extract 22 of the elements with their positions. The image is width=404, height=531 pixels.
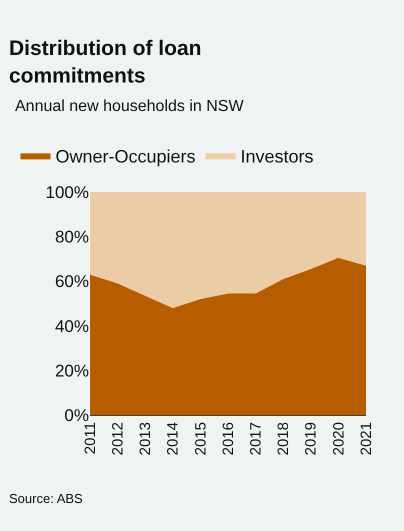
y-tick-label: 80% (54, 228, 89, 247)
x-tick-label: 2020 (330, 422, 348, 456)
x-tick-label: 2017 (247, 422, 264, 456)
y-tick-label: 60% (54, 272, 89, 292)
chart-title: Distribution of loan commitments (9, 37, 202, 88)
y-tick-label: 20% (54, 361, 89, 380)
x-tick-label: 2011 (82, 422, 99, 454)
source-note: Source: ABS (9, 491, 84, 506)
chart-subtitle: Annual new households in NSW (15, 98, 244, 115)
x-tick-label: 2018 (275, 422, 292, 456)
legend-label: Owner-Occupiers (55, 146, 196, 166)
x-tick-label: 2013 (137, 422, 154, 456)
y-tick-label: 100% (46, 182, 89, 202)
x-tick-label: 2019 (302, 422, 320, 456)
y-tick-label: 40% (54, 316, 89, 336)
x-tick-label: 2014 (164, 422, 182, 456)
legend-label: Investors (240, 146, 314, 166)
x-tick-label: 2015 (192, 422, 210, 456)
x-tick-label: 2016 (220, 422, 237, 456)
y-tick-label: 0% (64, 406, 89, 425)
x-tick-label: 2012 (109, 422, 126, 456)
x-tick-label: 2021 (358, 422, 375, 456)
